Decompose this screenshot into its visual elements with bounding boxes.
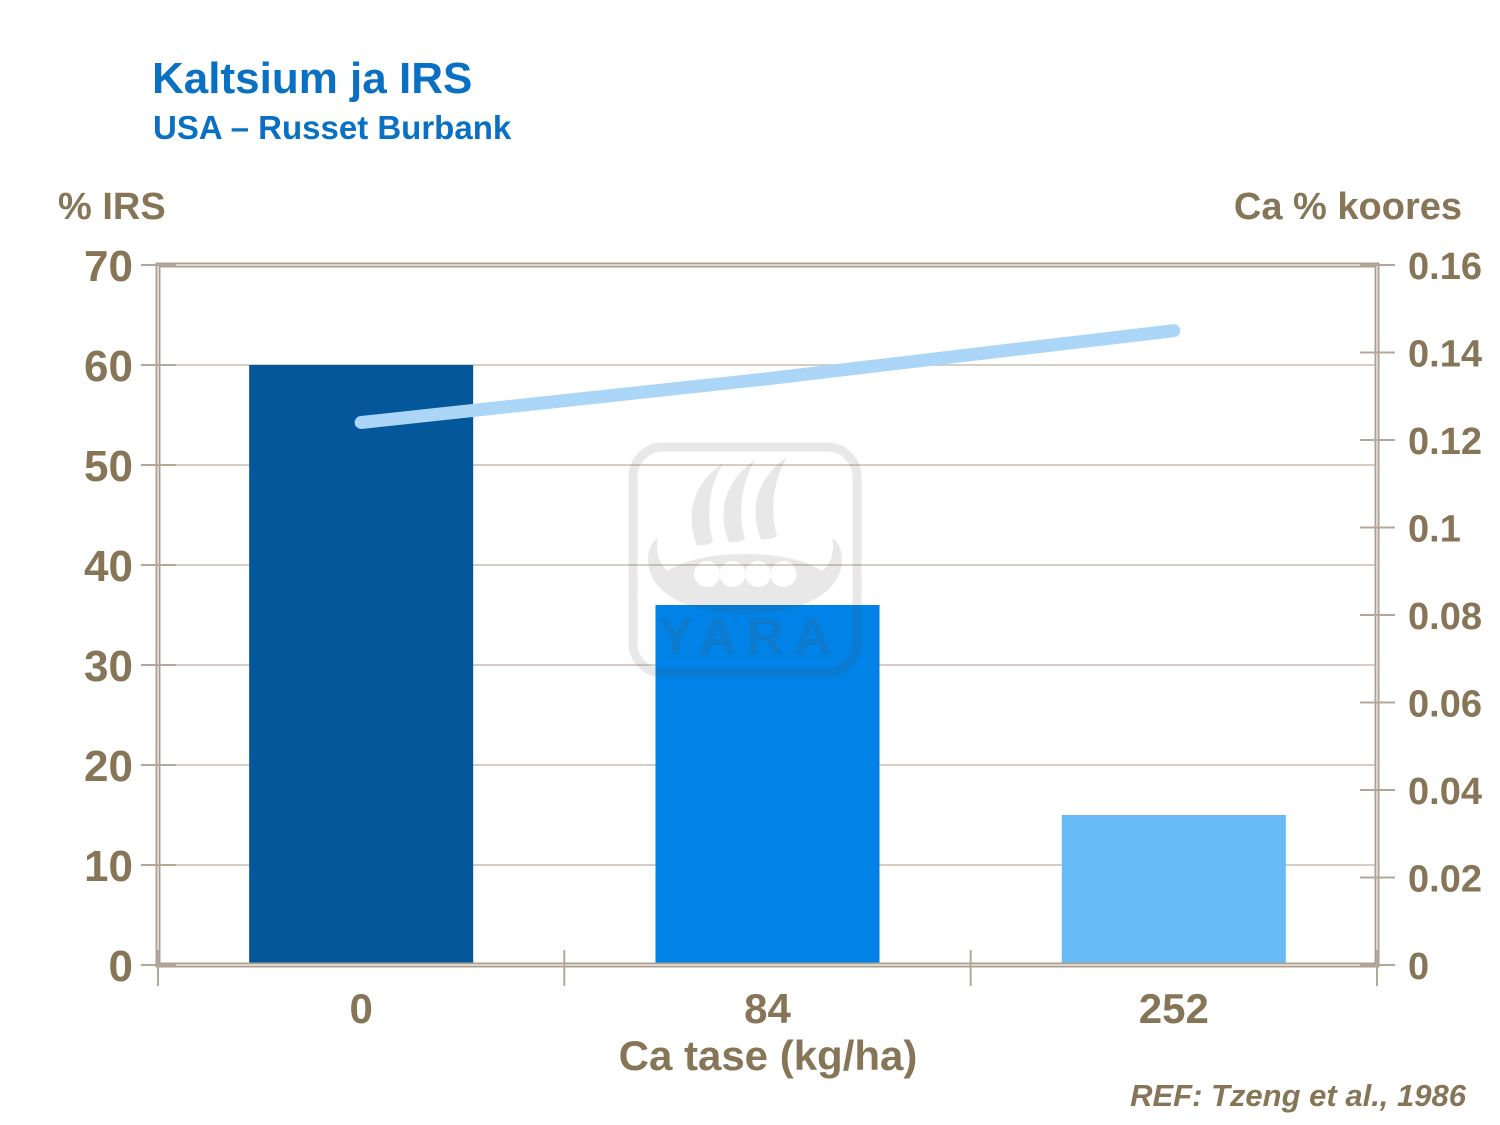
page-subtitle: USA – Russet Burbank	[153, 109, 512, 146]
right-tick-label: 0.12	[1408, 421, 1482, 463]
x-tick-label: 252	[1139, 985, 1209, 1032]
right-tick-label: 0.04	[1408, 771, 1482, 813]
viking-ship-hull-icon	[648, 538, 842, 614]
left-tick-label: 20	[84, 742, 133, 791]
right-tick-label: 0.1	[1408, 509, 1461, 551]
bar-series	[249, 365, 1286, 965]
x-axis-title: Ca tase (kg/ha)	[618, 1032, 918, 1079]
right-tick-label: 0.06	[1408, 684, 1482, 726]
right-tick-label: 0.02	[1408, 859, 1482, 901]
axis-ticks-and-labels: 0 10 20 30 40 50 60 70 0 0.02 0.04 0.06 0.08 0.1 0.12 0…	[84, 242, 1482, 1032]
right-tick-label: 0.14	[1408, 334, 1482, 376]
right-tick-label: 0.16	[1408, 246, 1482, 288]
left-tick-label: 40	[84, 542, 133, 591]
x-tick-label: 0	[349, 985, 372, 1032]
right-tick-label: 0.08	[1408, 596, 1482, 638]
left-tick-label: 60	[84, 342, 133, 391]
right-tick-label: 0	[1408, 946, 1429, 988]
yara-watermark: YARA	[628, 442, 862, 678]
page-title: Kaltsium ja IRS	[152, 54, 473, 103]
bar-84	[655, 605, 880, 965]
left-tick-label: 70	[84, 242, 133, 291]
bar-0	[249, 365, 474, 965]
trend-line	[354, 324, 1181, 429]
bar-252	[1061, 815, 1286, 965]
left-tick-label: 0	[109, 942, 133, 991]
left-tick-label: 30	[84, 642, 133, 691]
left-tick-label: 50	[84, 442, 133, 491]
watermark-label: YARA	[659, 608, 842, 666]
right-axis-title: Ca % koores	[1233, 186, 1462, 228]
watermark-frame	[628, 442, 862, 678]
line-series	[354, 324, 1181, 429]
left-axis-title: % IRS	[58, 186, 166, 228]
viking-ship-sails-icon	[691, 457, 787, 546]
x-tick-label: 84	[744, 985, 791, 1032]
left-tick-label: 10	[84, 842, 133, 891]
reference-text: REF: Tzeng et al., 1986	[1130, 1078, 1466, 1113]
